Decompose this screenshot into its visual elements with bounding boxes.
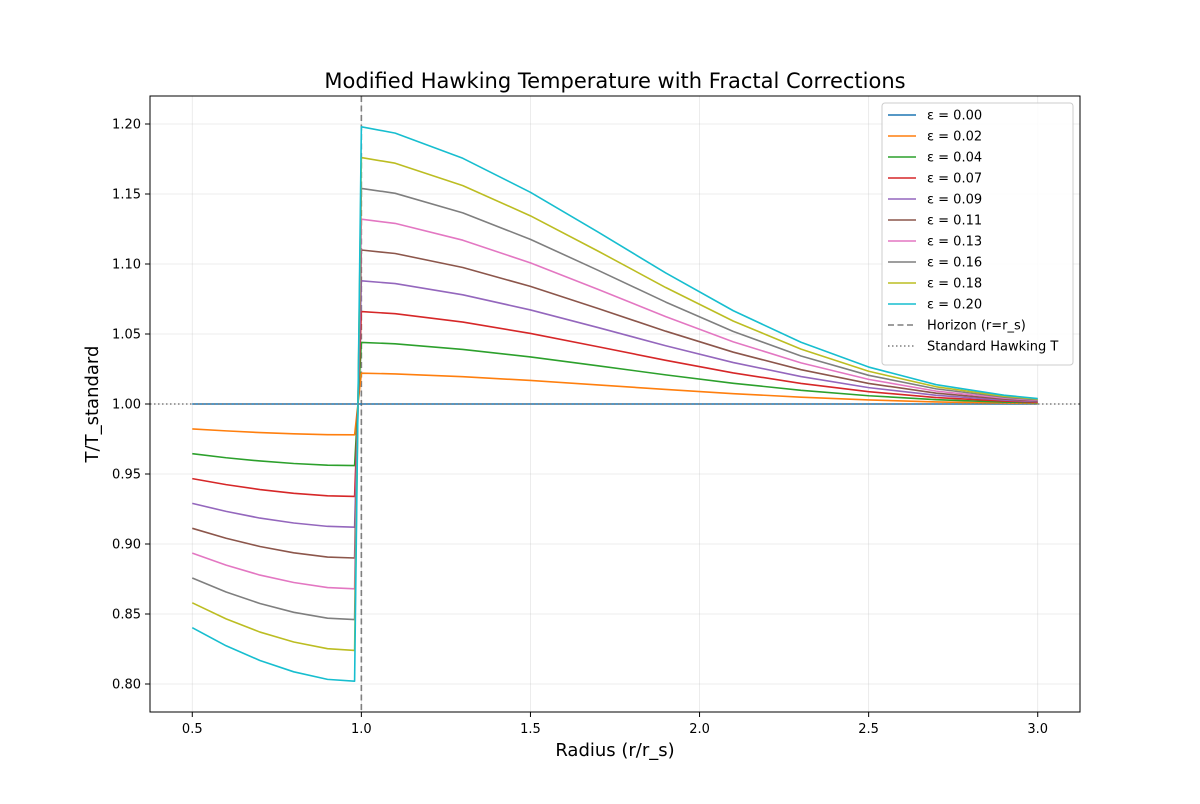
series-line-6 — [192, 218, 1038, 590]
y-tick-label: 1.10 — [112, 258, 141, 273]
legend-label-3: ε = 0.07 — [927, 172, 982, 187]
x-axis-ticks: 0.5 1.0 1.5 2.0 2.5 3.0 — [182, 712, 1048, 737]
x-tick-label: 0.5 — [182, 722, 203, 737]
y-axis-label: T/T_standard — [82, 346, 103, 464]
series-lines — [150, 126, 1080, 682]
legend-label-11: Standard Hawking T — [927, 340, 1058, 355]
x-tick-label: 2.5 — [858, 722, 879, 737]
y-axis-ticks: 0.80 0.85 0.90 0.95 1.00 1.05 1.10 1.15 1.20 — [112, 118, 150, 693]
y-tick-label: 1.05 — [112, 328, 141, 343]
legend-label-2: ε = 0.04 — [927, 151, 982, 166]
legend-label-10: Horizon (r=r_s) — [927, 319, 1026, 334]
series-line-5 — [192, 249, 1038, 559]
legend-label-8: ε = 0.18 — [927, 277, 982, 292]
x-tick-label: 2.0 — [689, 722, 710, 737]
series-line-9 — [191, 126, 1038, 682]
legend-label-4: ε = 0.09 — [927, 193, 982, 208]
series-line-8 — [191, 156, 1038, 652]
series-line-1 — [192, 372, 1038, 436]
legend-label-0: ε = 0.00 — [927, 109, 982, 124]
y-tick-label: 0.90 — [112, 538, 141, 553]
x-axis-label: Radius (r/r_s) — [555, 740, 674, 761]
y-tick-label: 1.20 — [112, 118, 141, 133]
chart-title: Modified Hawking Temperature with Fracta… — [324, 69, 905, 93]
y-tick-label: 0.80 — [112, 678, 141, 693]
series-line-4 — [192, 280, 1038, 528]
y-tick-label: 0.85 — [112, 608, 141, 623]
series-line-3 — [192, 310, 1038, 498]
legend-label-7: ε = 0.16 — [927, 256, 982, 271]
series-line-7 — [191, 187, 1038, 621]
x-tick-label: 3.0 — [1027, 722, 1048, 737]
legend-box — [881, 102, 1074, 366]
legend: ε = 0.00 ε = 0.02 ε = 0.04 ε = 0.07 ε = 0.09… — [881, 102, 1074, 366]
x-tick-label: 1.5 — [520, 722, 541, 737]
series-line-2 — [192, 341, 1038, 467]
y-tick-label: 1.15 — [112, 188, 141, 203]
legend-label-5: ε = 0.11 — [927, 214, 982, 229]
legend-label-9: ε = 0.20 — [927, 298, 982, 313]
legend-label-6: ε = 0.13 — [927, 235, 982, 250]
x-tick-label: 1.0 — [351, 722, 372, 737]
legend-label-1: ε = 0.02 — [927, 130, 982, 145]
y-tick-label: 0.95 — [112, 468, 141, 483]
y-tick-label: 1.00 — [112, 398, 141, 413]
